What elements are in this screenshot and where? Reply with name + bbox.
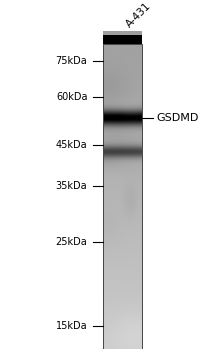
Text: 45kDa: 45kDa — [56, 140, 87, 150]
Text: 60kDa: 60kDa — [56, 92, 87, 103]
Bar — [103, 35, 142, 44]
Text: GSDMD: GSDMD — [157, 113, 199, 123]
Text: 75kDa: 75kDa — [56, 56, 87, 66]
Text: A-431: A-431 — [125, 0, 153, 29]
Text: 35kDa: 35kDa — [56, 181, 87, 191]
Bar — [103, 44, 142, 349]
Text: 25kDa: 25kDa — [56, 237, 87, 247]
Text: 15kDa: 15kDa — [56, 321, 87, 331]
